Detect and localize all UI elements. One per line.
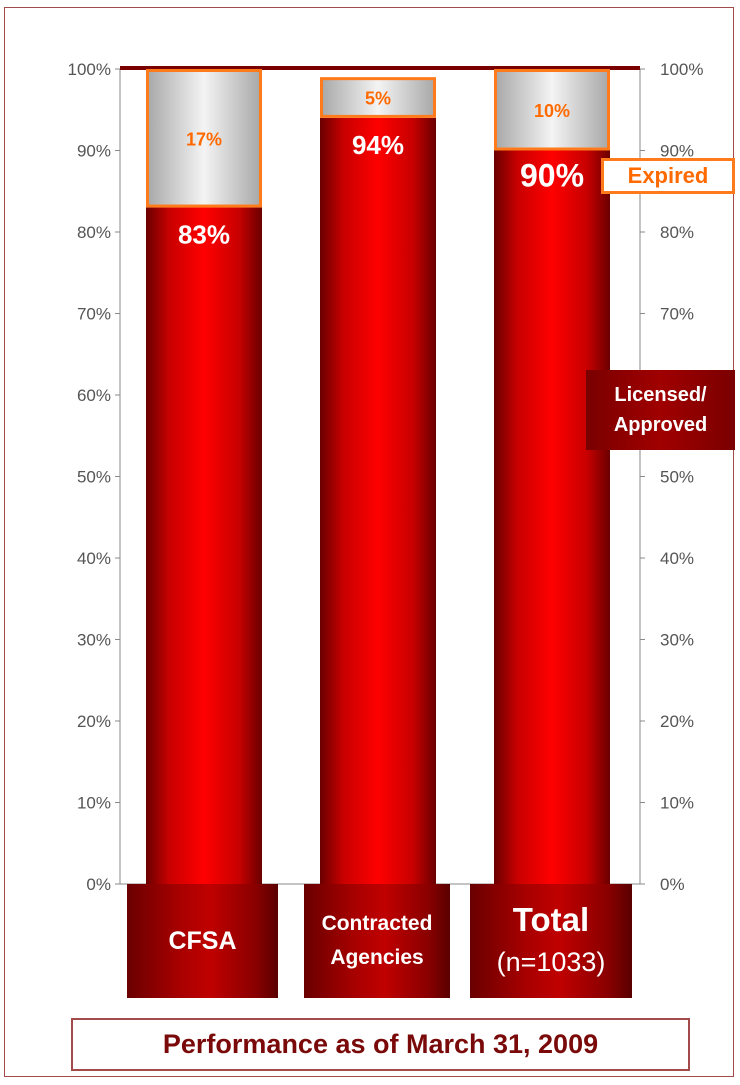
right-y-tick-label: 30% — [660, 631, 694, 650]
left-y-tick-label: 100% — [68, 60, 111, 79]
legend-expired: Expired — [601, 158, 735, 194]
axes: 0%0%10%10%20%20%30%30%40%40%50%50%60%60%… — [68, 60, 704, 894]
legend-licensed-line2: Approved — [613, 414, 708, 436]
footer-caption: Performance as of March 31, 2009 — [71, 1018, 690, 1071]
bar-expired — [320, 77, 436, 118]
right-y-tick-label: 20% — [660, 712, 694, 731]
legend-licensed-approved: Licensed/ Approved — [586, 370, 735, 450]
category-label-contracted-line1: Contracted — [321, 912, 433, 935]
right-y-tick-label: 70% — [660, 305, 694, 324]
data-label-expired: 5% — [365, 89, 391, 109]
bar-expired — [146, 69, 262, 208]
legend-expired-label: Expired — [627, 163, 709, 188]
bar-licensed-approved — [146, 207, 262, 885]
bars — [146, 69, 610, 885]
left-y-tick-label: 20% — [77, 712, 111, 731]
right-y-tick-label: 0% — [660, 875, 685, 894]
data-label-licensed: 83% — [178, 220, 230, 250]
data-label-licensed: 94% — [352, 130, 404, 160]
left-y-tick-label: 50% — [77, 468, 111, 487]
right-y-tick-label: 50% — [660, 468, 694, 487]
category-label-total-line2: (n=1033) — [496, 947, 606, 977]
left-y-tick-label: 80% — [77, 223, 111, 242]
legend-licensed-line1: Licensed/ — [614, 384, 707, 406]
footer-caption-text: Performance as of March 31, 2009 — [162, 1029, 599, 1059]
left-y-tick-label: 0% — [86, 875, 111, 894]
category-label-total-line1: Total — [512, 901, 590, 938]
left-y-tick-label: 60% — [77, 386, 111, 405]
left-y-tick-label: 90% — [77, 142, 111, 161]
data-label-expired: 10% — [534, 101, 570, 121]
data-label-expired: 17% — [186, 129, 222, 149]
right-y-tick-label: 80% — [660, 223, 694, 242]
left-y-tick-label: 30% — [77, 631, 111, 650]
left-y-tick-label: 10% — [77, 794, 111, 813]
right-y-tick-label: 90% — [660, 142, 694, 161]
category-label-contracted: Contracted Agencies — [304, 884, 450, 998]
chart-frame — [4, 7, 734, 1077]
right-y-tick-label: 40% — [660, 549, 694, 568]
category-label-contracted-line2: Agencies — [330, 946, 424, 969]
right-y-tick-label: 10% — [660, 794, 694, 813]
left-y-tick-label: 40% — [77, 549, 111, 568]
category-label-total: Total (n=1033) — [470, 884, 632, 998]
bar-licensed-approved — [320, 117, 436, 884]
data-label-licensed: 90% — [520, 158, 584, 194]
bar-licensed-approved — [494, 150, 610, 884]
right-y-tick-label: 100% — [660, 60, 703, 79]
category-label-cfsa: CFSA — [127, 884, 278, 998]
data-labels: 83% 17% 94% 5% 90% 10% — [178, 89, 584, 250]
category-label-cfsa-text: CFSA — [168, 926, 237, 955]
left-y-tick-label: 70% — [77, 305, 111, 324]
bar-expired — [494, 69, 610, 151]
